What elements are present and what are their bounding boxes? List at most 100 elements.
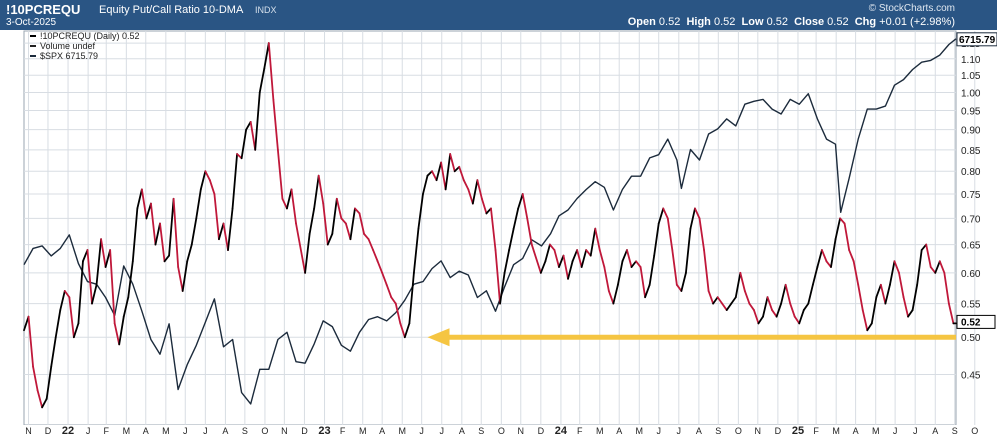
ratio-segment: [23, 315, 30, 332]
y-tick-label: 0.85: [961, 146, 981, 157]
ratio-segment: [403, 322, 411, 339]
y-tick-label: 0.70: [961, 214, 981, 225]
y-tick-label: 0.50: [961, 333, 981, 344]
x-tick-label: A: [853, 426, 859, 436]
ratio-segment: [521, 193, 529, 220]
low-value: 0.52: [766, 16, 788, 28]
ratio-segment: [893, 260, 900, 274]
ratio-segment: [589, 227, 597, 257]
y-tick-label: 0.55: [961, 300, 981, 311]
ratio-segment: [349, 207, 356, 241]
ratio-segment: [304, 232, 311, 274]
ratio-segment: [453, 165, 461, 173]
ratio-segment: [50, 336, 57, 368]
ratio-segment: [281, 197, 288, 210]
ratio-segment: [408, 271, 415, 325]
ratio-segment: [821, 249, 828, 263]
ratio-segment: [431, 170, 438, 182]
ratio-segment: [553, 249, 560, 268]
ratio-segment: [793, 315, 801, 325]
high-label: High: [686, 16, 711, 28]
ratio-segment: [186, 243, 193, 263]
grid-layer: [0, 30, 997, 437]
ratio-segment: [426, 170, 433, 177]
ratio-segment: [898, 271, 905, 299]
y-tick-label: 0.45: [961, 370, 981, 381]
high-value: 0.52: [713, 16, 736, 28]
axis-layer: 1.151.101.051.000.950.900.850.800.750.70…: [25, 32, 997, 437]
ratio-segment: [41, 397, 48, 409]
ratio-segment: [671, 249, 678, 286]
ratio-segment: [707, 290, 715, 305]
ratio-segment: [576, 249, 583, 268]
chart-header: !10PCREQU Equity Put/Call Ratio 10-DMA I…: [0, 0, 997, 30]
x-tick-label: M: [872, 426, 880, 436]
ratio-segment: [118, 315, 125, 346]
ratio-segment: [222, 222, 229, 251]
ratio-segment: [131, 207, 139, 263]
ratio-segment: [657, 207, 665, 225]
x-tick-label: O: [261, 426, 268, 436]
ratio-segment: [857, 283, 864, 311]
x-tick-label: F: [104, 426, 110, 436]
x-tick-label: A: [696, 426, 702, 436]
ratio-segment: [263, 42, 270, 70]
ratio-segment: [866, 322, 873, 332]
ratio-segment: [435, 161, 443, 182]
x-tick-label: N: [755, 426, 762, 436]
x-tick-label: A: [379, 426, 385, 436]
ratio-segment: [639, 266, 647, 299]
ratio-segment: [780, 283, 787, 305]
ratio-layer: [23, 42, 957, 409]
ratio-segment: [208, 179, 216, 195]
ratio-segment: [177, 266, 184, 292]
ratio-segment: [227, 207, 234, 251]
ratio-segment: [544, 243, 551, 263]
ratio-segment: [213, 193, 220, 241]
ratio-segment: [730, 296, 737, 305]
ratio-segment: [308, 207, 316, 235]
ratio-segment: [526, 217, 533, 246]
x-tick-label: D: [775, 426, 782, 436]
ratio-segment: [703, 249, 710, 292]
ratio-segment: [331, 197, 338, 235]
ratio-segment: [199, 170, 207, 191]
ratio-segment: [63, 290, 71, 299]
ratio-segment: [884, 283, 891, 305]
date-label: 3-Oct-2025: [6, 17, 57, 28]
ratio-segment: [82, 249, 89, 263]
ratio-segment: [580, 249, 588, 268]
ratio-segment: [181, 260, 189, 292]
ratio-segment: [27, 315, 34, 368]
x-tick-label: D: [538, 426, 545, 436]
ratio-segment: [911, 283, 919, 311]
x-tick-label: M: [832, 426, 840, 436]
x-tick-label: O: [498, 426, 505, 436]
ratio-segment: [467, 188, 474, 205]
ratio-segment: [689, 207, 696, 230]
ratio-segment: [394, 302, 402, 325]
x-tick-label: 24: [555, 425, 568, 437]
ratio-segment: [920, 243, 928, 251]
ratio-segment: [136, 188, 143, 210]
x-tick-label: 23: [318, 425, 330, 437]
ratio-segment: [240, 128, 248, 160]
plot-frame: [23, 30, 957, 426]
ratio-segment: [739, 271, 746, 292]
ratio-segment: [326, 232, 334, 246]
ratio-segment: [530, 243, 542, 274]
y-tick-label: 0.75: [961, 190, 981, 201]
legend-entry: $SPX 6715.79: [40, 51, 98, 61]
x-tick-label: O: [971, 426, 978, 436]
ratio-segment: [757, 315, 764, 325]
y-tick-label: 1.05: [961, 71, 981, 82]
ratio-segment: [771, 309, 778, 318]
ratio-segment: [766, 296, 773, 311]
ratio-segment: [422, 174, 429, 195]
x-tick-label: J: [439, 426, 444, 436]
ratio-segment: [444, 153, 452, 191]
ratio-segment: [494, 249, 501, 305]
ratio-segment: [159, 222, 166, 263]
ratio-segment: [376, 260, 384, 274]
